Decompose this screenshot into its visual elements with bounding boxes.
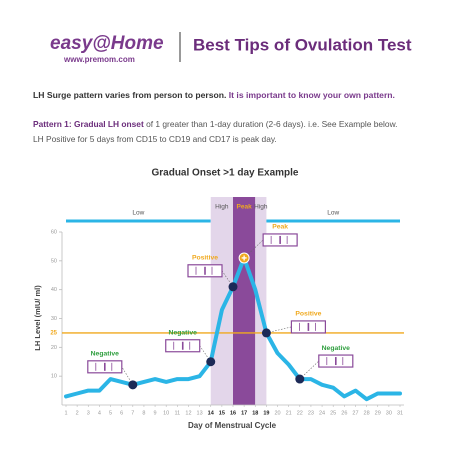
phase-band xyxy=(210,197,233,405)
x-tick-label: 20 xyxy=(274,410,280,416)
test-dot xyxy=(206,357,216,367)
x-tick-label: 21 xyxy=(286,410,292,416)
y-tick-label: 30 xyxy=(51,316,57,322)
y-tick-label: 10 xyxy=(51,374,57,380)
x-tick-label: 27 xyxy=(352,410,358,416)
test-dot xyxy=(295,374,305,384)
phase-band xyxy=(233,197,256,405)
x-tick-label: 2 xyxy=(76,410,79,416)
x-tick-label: 16 xyxy=(230,410,236,416)
x-tick-label: 28 xyxy=(364,410,370,416)
x-tick-label: 5 xyxy=(109,410,112,416)
intro: LH Surge pattern varies from person to p… xyxy=(33,90,395,100)
x-tick-label: 7 xyxy=(131,410,134,416)
page-title: Best Tips of Ovulation Test xyxy=(193,35,412,54)
threshold-label: 25 xyxy=(50,330,57,336)
x-tick-label: 31 xyxy=(397,410,403,416)
x-tick-label: 22 xyxy=(297,410,303,416)
peak-plus xyxy=(241,255,247,261)
x-tick-label: 24 xyxy=(319,410,325,416)
x-tick-label: 17 xyxy=(241,410,247,416)
x-axis-label: Day of Menstrual Cycle xyxy=(188,421,277,430)
test-dot xyxy=(228,282,238,292)
x-tick-label: 6 xyxy=(120,410,123,416)
phase-label: Low xyxy=(132,210,144,217)
x-tick-label: 12 xyxy=(185,410,191,416)
annotation-label: Negative xyxy=(91,351,120,358)
x-tick-label: 14 xyxy=(208,410,215,416)
annotation-label: Peak xyxy=(272,224,288,231)
x-tick-label: 23 xyxy=(308,410,314,416)
test-dot xyxy=(128,380,138,390)
y-axis-label: LH Level (mIU/ ml) xyxy=(33,285,42,351)
phase-label: High xyxy=(254,204,268,211)
x-tick-label: 15 xyxy=(219,410,225,416)
intro-emphasis: It is important to know your own pattern… xyxy=(229,90,395,100)
x-tick-label: 8 xyxy=(142,410,145,416)
x-tick-label: 3 xyxy=(87,410,90,416)
y-tick-label: 40 xyxy=(51,287,57,293)
chart-title: Gradual Onset >1 day Example xyxy=(151,168,298,179)
x-tick-label: 19 xyxy=(263,410,269,416)
x-tick-label: 30 xyxy=(386,410,392,416)
x-tick-label: 25 xyxy=(330,410,336,416)
x-tick-label: 4 xyxy=(98,410,101,416)
intro-lead: LH Surge pattern varies from person to p… xyxy=(33,90,226,100)
y-tick-label: 50 xyxy=(51,258,57,264)
phase-label: Low xyxy=(327,210,339,217)
x-tick-label: 1 xyxy=(64,410,67,416)
x-tick-label: 10 xyxy=(163,410,169,416)
pattern-name: Pattern 1: Gradual LH onset xyxy=(33,119,144,129)
pattern-description: of 1 greater than 1-day duration (2-6 da… xyxy=(144,119,398,129)
x-tick-label: 18 xyxy=(252,410,258,416)
annotation-label: Negative xyxy=(322,345,351,352)
pattern-line: Pattern 1: Gradual LH onset of 1 greater… xyxy=(33,119,398,129)
pattern-detail: LH Positive for 5 days from CD15 to CD19… xyxy=(33,134,277,144)
y-tick-label: 20 xyxy=(51,345,57,351)
phase-label: Peak xyxy=(237,204,253,211)
x-tick-label: 26 xyxy=(341,410,347,416)
x-tick-label: 9 xyxy=(154,410,157,416)
annotation-label: Positive xyxy=(295,311,321,318)
y-tick-label: 60 xyxy=(51,229,57,235)
website: www.premom.com xyxy=(63,55,135,64)
test-dot xyxy=(261,328,271,338)
phase-band xyxy=(255,197,267,405)
x-tick-label: 11 xyxy=(174,410,180,416)
logo: easy@Home xyxy=(50,33,164,54)
annotation-label: Negative xyxy=(169,330,198,337)
x-tick-label: 13 xyxy=(197,410,203,416)
annotation-label: Positive xyxy=(192,255,218,262)
x-tick-label: 29 xyxy=(375,410,381,416)
phase-label: High xyxy=(215,204,229,211)
